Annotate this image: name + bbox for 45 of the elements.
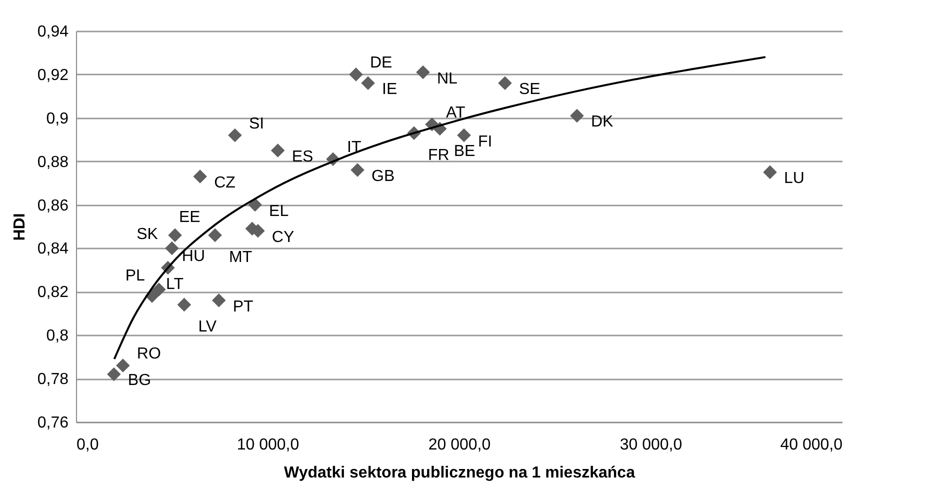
annotation: HU [182, 248, 206, 265]
annotation: BG [128, 372, 152, 390]
line-series [113, 56, 766, 360]
annotation: LT [166, 276, 184, 294]
annotation: MT [229, 249, 252, 266]
annotation: SI [248, 115, 264, 132]
annotation: PL [125, 267, 146, 284]
y-axis-title: HDI [11, 213, 28, 241]
x-tick-label: 10 000,0 [236, 436, 300, 454]
x-tick-label: 40 000,0 [780, 436, 843, 454]
annotation: ES [292, 148, 314, 166]
y-tick-label: 0,92 [37, 66, 69, 84]
y-tick-label: 0,76 [37, 414, 69, 432]
x-axis-title: Wydatki sektora publicznego na 1 mieszkańca [284, 464, 636, 482]
y-tick-label: 0,86 [37, 197, 69, 214]
annotation: FI [478, 133, 492, 150]
annotation: BE [454, 142, 476, 160]
y-tick-label: 0,78 [37, 371, 69, 388]
x-tick-label: 30 000,0 [620, 436, 682, 454]
annotation: EE [179, 209, 200, 226]
annotation: LV [198, 318, 217, 336]
y-tick-label: 0,8 [46, 328, 69, 345]
annotation: SK [136, 226, 158, 244]
annotation: IE [382, 81, 398, 98]
annotation: PT [232, 298, 254, 316]
annotation: DE [370, 54, 392, 72]
annotation: IT [346, 139, 362, 156]
annotation: AT [446, 104, 466, 122]
y-tick-label: 0,84 [37, 240, 69, 258]
annotation: CZ [214, 174, 236, 192]
y-tick-label: 0,9 [46, 110, 69, 128]
annotation: CY [272, 228, 294, 246]
annotation: RO [136, 346, 161, 363]
annotation: NL [437, 70, 458, 88]
annotation: EL [269, 202, 289, 220]
annotation: SE [518, 81, 540, 98]
annotation: LU [784, 170, 804, 188]
annotation: DK [590, 114, 614, 131]
x-tick-label: 20 000,0 [428, 436, 491, 454]
y-tick-label: 0,88 [37, 154, 69, 171]
annotation: FR [428, 147, 450, 164]
y-tick-label: 0,82 [37, 284, 69, 302]
x-tick-label: 0,0 [76, 436, 99, 454]
annotation: GB [372, 168, 395, 186]
y-tick-label: 0,94 [37, 24, 69, 40]
